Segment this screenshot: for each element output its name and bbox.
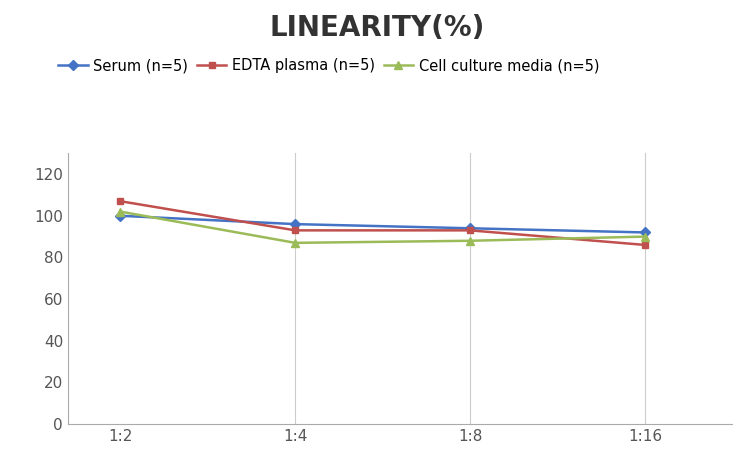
- Cell culture media (n=5): [640, 234, 649, 239]
- Cell culture media (n=5): [291, 240, 300, 245]
- EDTA plasma (n=5): [466, 228, 475, 233]
- EDTA plasma (n=5): [640, 242, 649, 248]
- Cell culture media (n=5): [116, 209, 125, 214]
- Serum (n=5): [291, 221, 300, 227]
- Line: Serum (n=5): Serum (n=5): [117, 212, 649, 236]
- EDTA plasma (n=5): [116, 198, 125, 204]
- Line: Cell culture media (n=5): Cell culture media (n=5): [116, 207, 649, 247]
- Legend: Serum (n=5), EDTA plasma (n=5), Cell culture media (n=5): Serum (n=5), EDTA plasma (n=5), Cell cul…: [53, 52, 606, 79]
- EDTA plasma (n=5): [291, 228, 300, 233]
- Cell culture media (n=5): [466, 238, 475, 244]
- Text: LINEARITY(%): LINEARITY(%): [270, 14, 485, 41]
- Serum (n=5): [640, 230, 649, 235]
- Serum (n=5): [116, 213, 125, 218]
- Serum (n=5): [466, 226, 475, 231]
- Line: EDTA plasma (n=5): EDTA plasma (n=5): [117, 198, 649, 249]
